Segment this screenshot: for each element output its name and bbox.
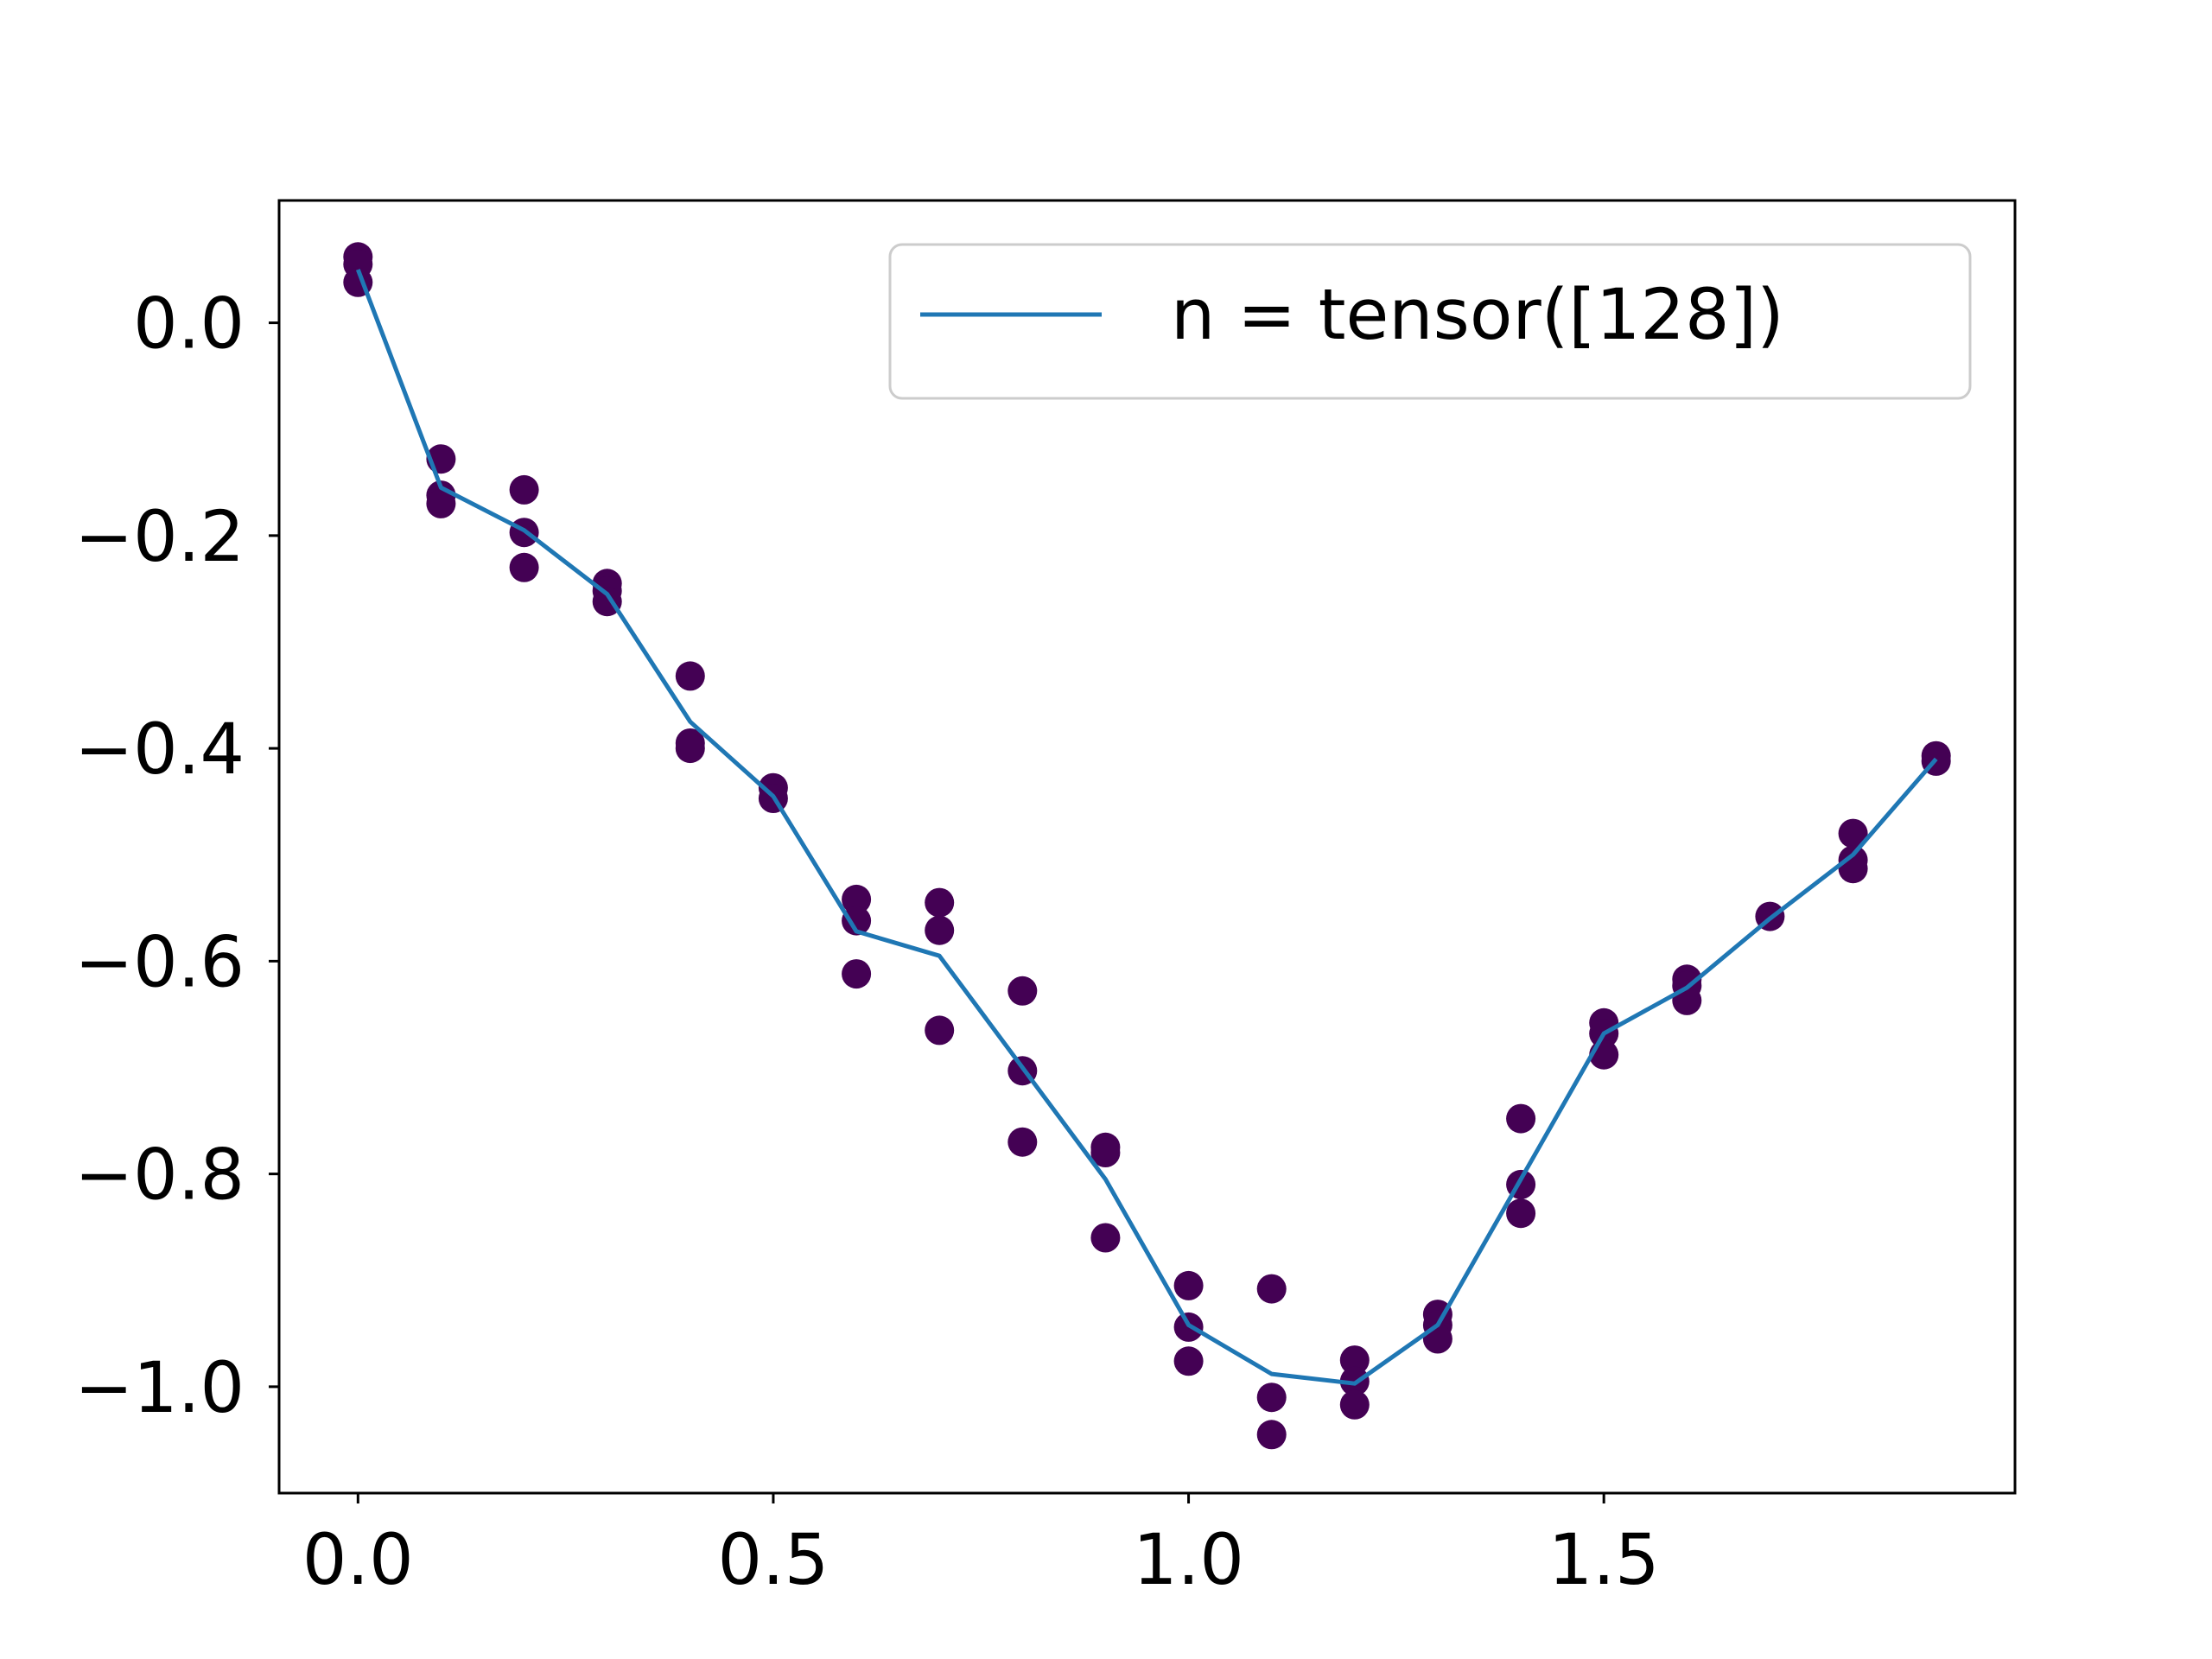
data-point xyxy=(1256,1274,1287,1304)
data-point xyxy=(1339,1345,1370,1376)
y-tick-label: −1.0 xyxy=(74,1348,245,1429)
data-point xyxy=(1007,976,1038,1006)
data-point xyxy=(1090,1223,1121,1253)
y-tick-label: −0.2 xyxy=(74,497,245,578)
data-point xyxy=(1672,985,1702,1015)
data-point xyxy=(1838,854,1868,884)
data-point xyxy=(1838,818,1868,849)
data-point xyxy=(1256,1382,1287,1413)
legend: n = tensor([128]) xyxy=(888,243,1972,400)
data-point xyxy=(1256,1420,1287,1450)
data-point xyxy=(509,474,539,505)
data-point xyxy=(1173,1270,1204,1300)
x-tick-label: 1.5 xyxy=(1548,1520,1660,1601)
y-tick-label: −0.8 xyxy=(74,1135,245,1217)
legend-label: n = tensor([128]) xyxy=(1171,275,1784,356)
y-tick-label: −0.4 xyxy=(74,709,245,791)
x-tick-label: 0.5 xyxy=(718,1520,830,1601)
data-point xyxy=(1090,1138,1121,1167)
data-point xyxy=(426,488,456,518)
data-point xyxy=(1339,1389,1370,1420)
data-point xyxy=(842,906,872,936)
x-axis: 0.0 0.5 1.0 1.5 xyxy=(302,1493,1660,1601)
data-point xyxy=(925,915,955,945)
data-point xyxy=(842,959,872,989)
series-line xyxy=(355,269,1938,1386)
data-point xyxy=(675,661,705,691)
data-point xyxy=(1506,1103,1536,1134)
data-point xyxy=(1506,1198,1536,1229)
data-point xyxy=(925,1015,955,1046)
y-tick-label: −0.6 xyxy=(74,922,245,1003)
data-point xyxy=(675,734,705,764)
data-point xyxy=(1007,1127,1038,1157)
data-point xyxy=(1173,1346,1204,1376)
y-tick-label: 0.0 xyxy=(133,284,245,365)
data-point xyxy=(509,552,539,582)
fit-line xyxy=(355,269,1938,1386)
y-axis: 0.0 −0.2 −0.4 −0.6 −0.8 −1.0 xyxy=(74,284,279,1429)
data-point xyxy=(925,887,955,918)
legend-box xyxy=(888,243,1972,400)
data-point xyxy=(1422,1324,1452,1354)
data-point xyxy=(842,884,872,914)
plot-frame xyxy=(277,199,2017,1495)
x-tick-label: 1.0 xyxy=(1133,1520,1244,1601)
x-tick-label: 0.0 xyxy=(302,1520,414,1601)
